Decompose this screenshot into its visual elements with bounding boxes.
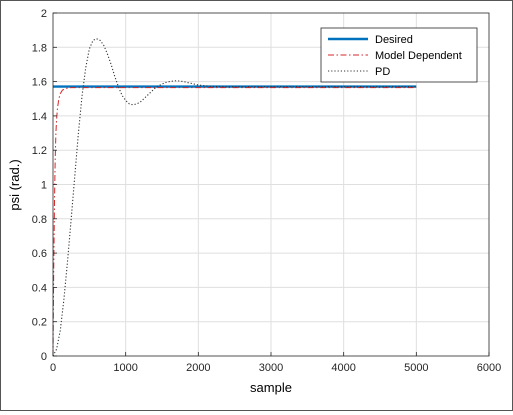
y-tick-label: 1 — [41, 180, 47, 192]
legend-label-pd: PD — [375, 66, 390, 78]
x-tick-label: 3000 — [259, 362, 283, 374]
y-tick-label: 1.2 — [32, 145, 47, 157]
y-tick-label: 0.6 — [32, 248, 47, 260]
y-tick-label: 0.2 — [32, 317, 47, 329]
series-pd — [52, 38, 417, 357]
series-layer — [52, 38, 417, 357]
x-axis-label: sample — [250, 380, 292, 395]
y-tick-label: 2 — [41, 8, 47, 20]
series-model-dependent — [52, 87, 417, 357]
x-tick-label: 5000 — [404, 362, 428, 374]
x-tick-label: 1000 — [113, 362, 137, 374]
y-tick-label: 1.6 — [32, 77, 47, 89]
legend-box — [320, 27, 478, 83]
x-tick-label: 2000 — [186, 362, 210, 374]
grid — [53, 13, 489, 356]
x-tick-label: 0 — [50, 362, 56, 374]
y-tick-label: 0.4 — [32, 282, 47, 294]
legend-label-desired: Desired — [375, 34, 413, 46]
axis-ticks: 0 1000 2000 3000 4000 5000 6000 0 0.2 0.4 0.6 0.8 1 1… — [32, 8, 502, 374]
legend-label-model-dependent: Model Dependent — [375, 50, 462, 62]
y-tick-label: 0 — [41, 351, 47, 363]
x-tick-label: 4000 — [331, 362, 355, 374]
y-tick-label: 1.8 — [32, 42, 47, 54]
y-tick-label: 0.8 — [32, 214, 47, 226]
y-tick-label: 1.4 — [32, 111, 47, 123]
x-tick-label: 6000 — [477, 362, 501, 374]
legend: Desired Model Dependent PD — [320, 27, 478, 83]
y-axis-label: psi (rad.) — [7, 159, 22, 210]
